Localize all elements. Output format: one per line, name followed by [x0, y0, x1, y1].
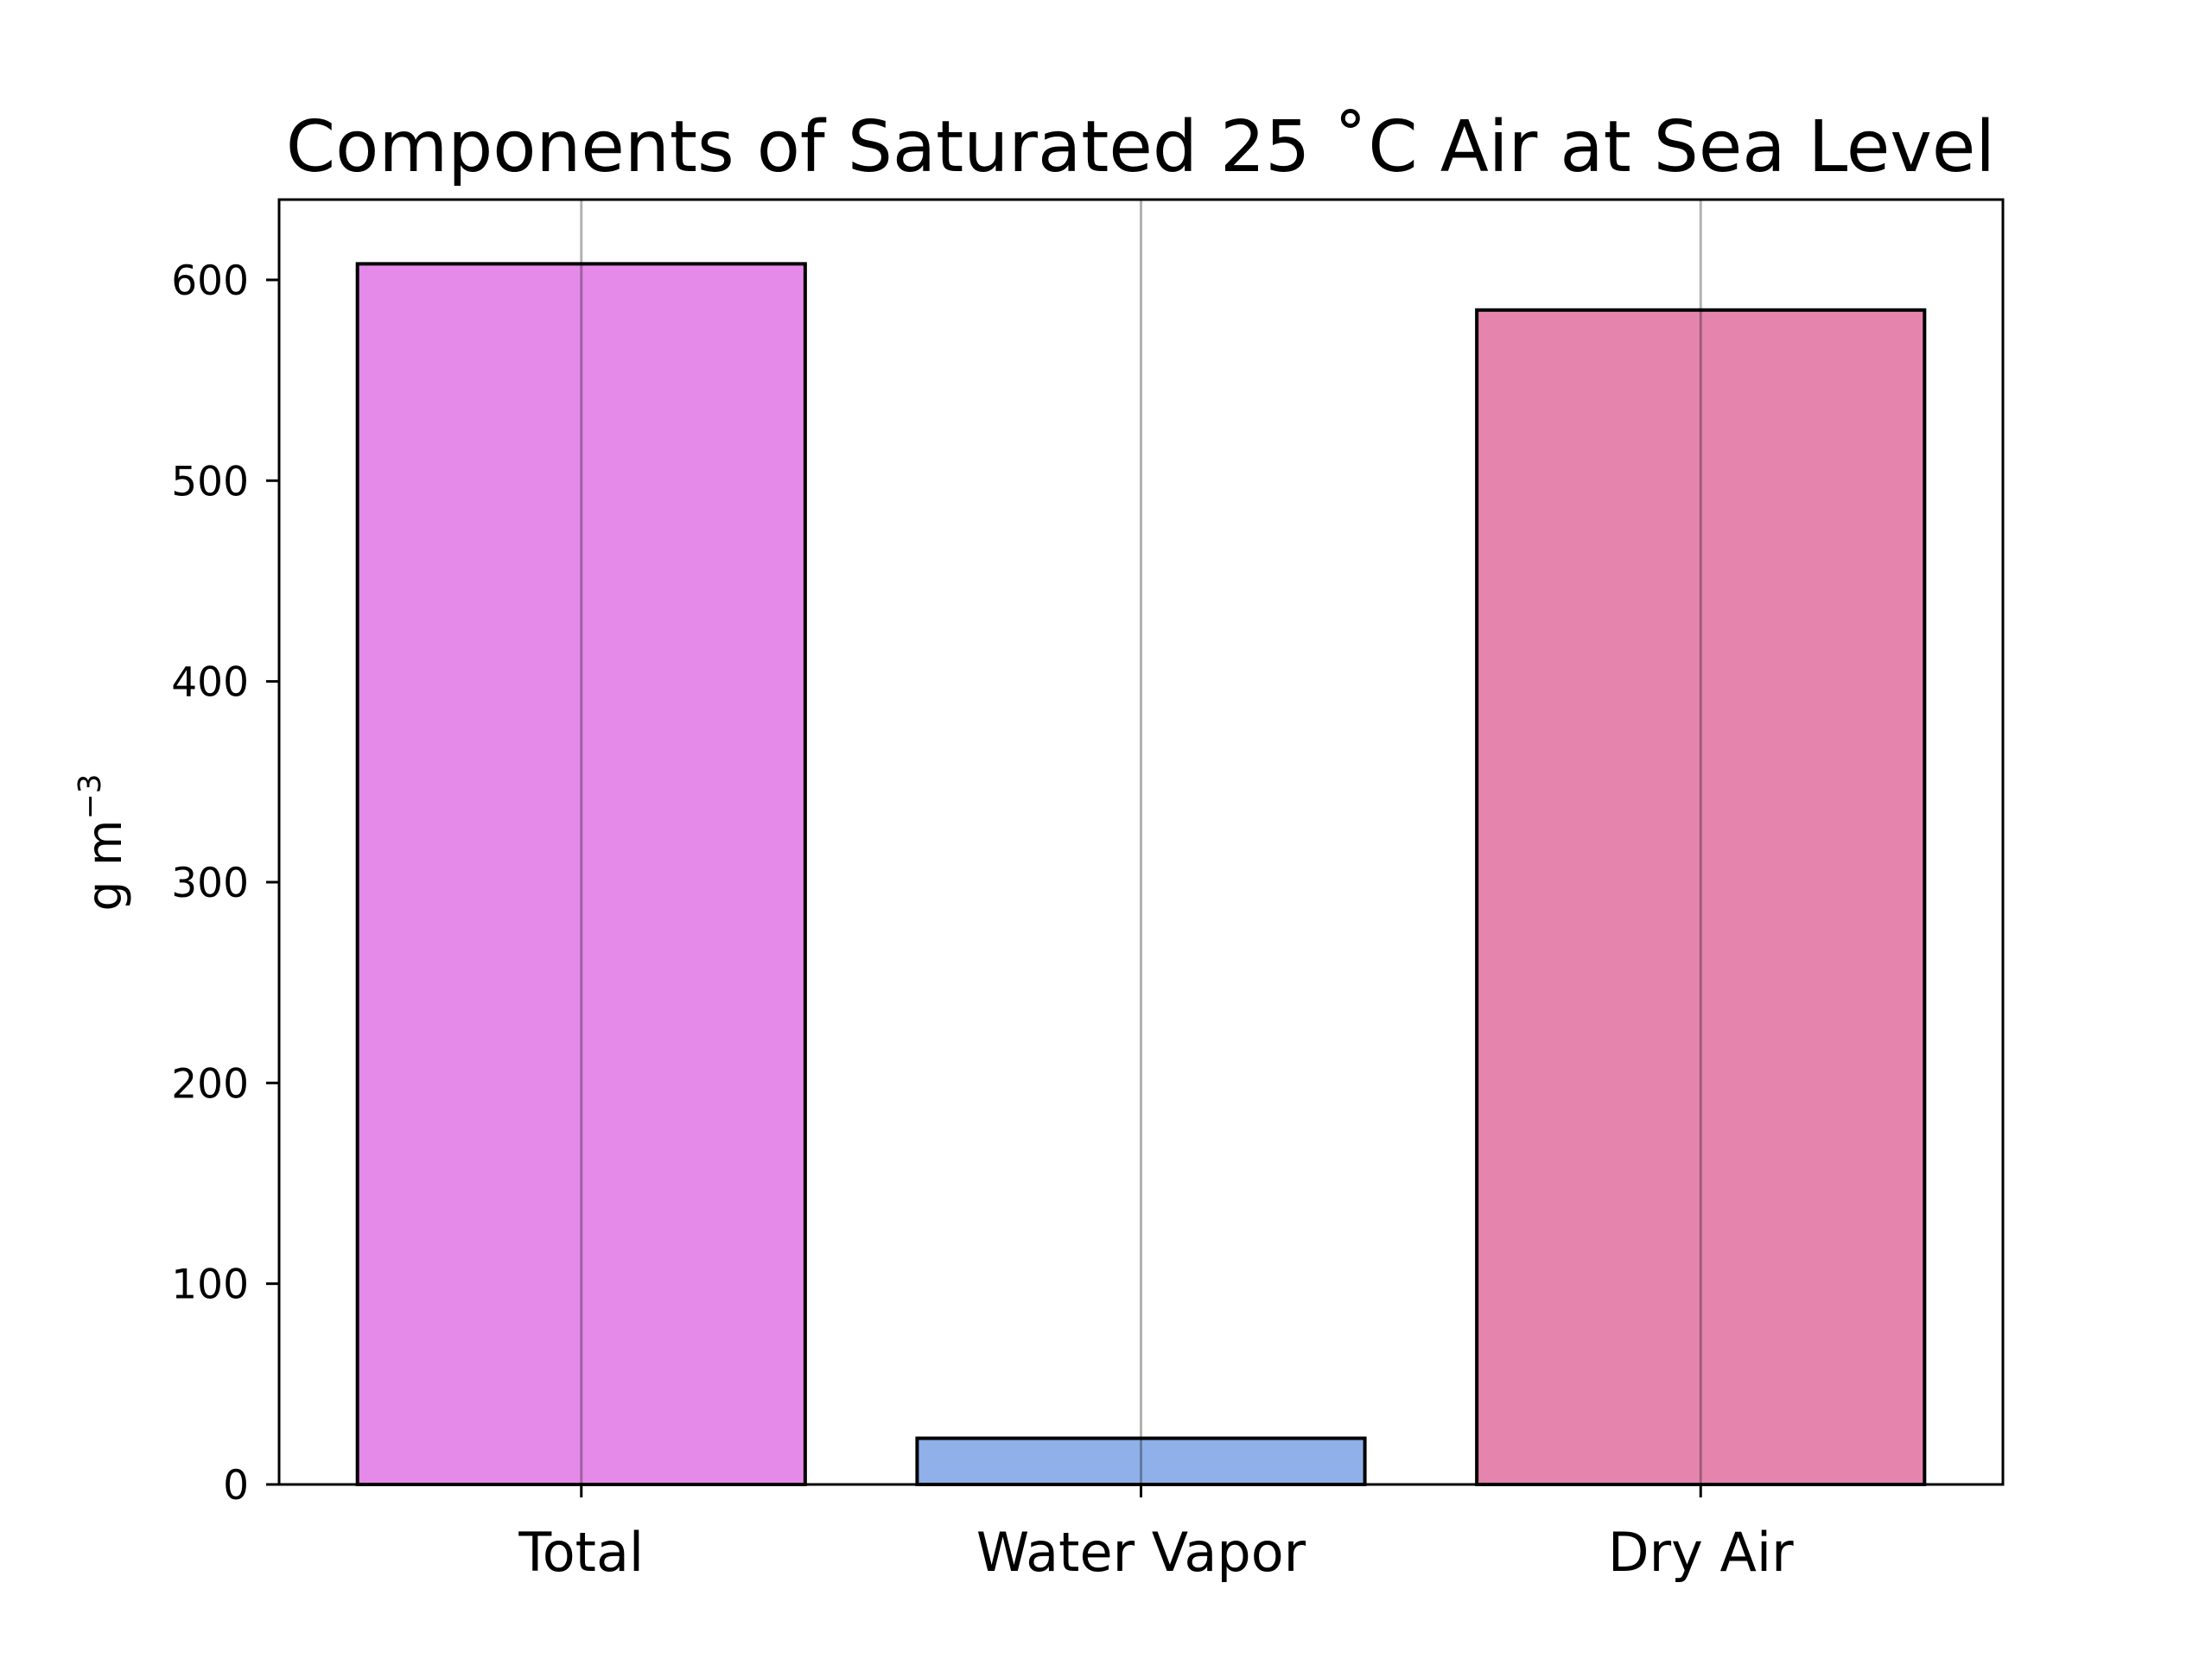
y-tick-label: 100	[171, 1262, 249, 1309]
y-tick-label: 200	[171, 1060, 249, 1108]
y-tick-label: 500	[171, 458, 249, 505]
y-axis-label-superscript: −3	[73, 773, 108, 819]
bar-total	[355, 262, 807, 1487]
grid-lines-overlay	[580, 200, 1702, 1484]
y-tick-label: 300	[171, 860, 249, 907]
y-axis-label-text: g m	[77, 820, 132, 912]
bar-dry-air	[1475, 308, 1927, 1486]
x-tick-label: Water Vapor	[976, 1521, 1306, 1584]
y-axis-label: g m−3	[73, 773, 132, 911]
y-tick-label: 600	[171, 257, 249, 305]
x-tick-label: Dry Air	[1608, 1521, 1794, 1584]
bars	[355, 262, 1927, 1487]
chart-title: Components of Saturated 25 ˚C Air at Sea…	[286, 106, 1995, 188]
y-tick-label: 400	[171, 659, 249, 707]
x-tick-label: Total	[518, 1521, 644, 1584]
y-axis-ticks: 0 100 200 300 400 500 600	[171, 257, 279, 1510]
y-tick-label: 0	[223, 1462, 249, 1510]
x-axis-ticks: Total Water Vapor Dry Air	[518, 1484, 1794, 1584]
